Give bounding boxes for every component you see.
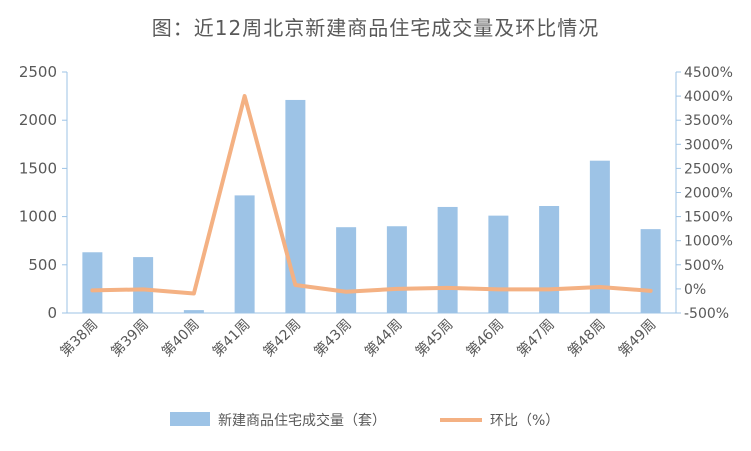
left-axis-tick-label: 2000	[19, 111, 57, 129]
chart-title: 图：近12周北京新建商品住宅成交量及环比情况	[151, 16, 600, 40]
line-point	[395, 287, 399, 291]
bar	[589, 160, 610, 313]
x-axis-tick-label: 第39周	[108, 316, 152, 360]
right-axis-tick-label: 1500%	[684, 210, 733, 226]
x-axis-tick-label: 第48周	[564, 316, 608, 360]
right-axis-tick-label: 4000%	[684, 89, 733, 105]
line-point	[547, 287, 551, 291]
bar	[539, 205, 560, 313]
right-axis-tick-label: 4500%	[684, 65, 733, 81]
right-axis-tick-label: 2000%	[684, 186, 733, 202]
line-point	[243, 94, 247, 98]
left-axis-tick-label: 0	[47, 304, 57, 322]
line-point	[496, 287, 500, 291]
x-axis-tick-label: 第49周	[615, 316, 659, 360]
bar	[82, 252, 103, 313]
bar	[437, 206, 458, 313]
right-axis-tick-label: 3500%	[684, 113, 733, 129]
bar	[488, 215, 509, 313]
bar	[386, 226, 407, 313]
left-axis-tick-label: 1500	[19, 159, 57, 177]
right-axis-tick-label: 500%	[684, 258, 724, 274]
line-point	[446, 286, 450, 290]
right-axis-tick-label: 3000%	[684, 137, 733, 153]
bar	[183, 310, 204, 313]
x-axis-tick-label: 第41周	[209, 316, 253, 360]
bar	[133, 257, 154, 313]
legend-label-bar: 新建商品住宅成交量（套）	[218, 412, 386, 429]
legend-swatch-bar	[170, 412, 210, 426]
left-axis-tick-label: 2500	[19, 63, 57, 81]
bar	[234, 195, 255, 313]
bar	[336, 227, 357, 313]
x-axis-tick-label: 第47周	[514, 316, 558, 360]
right-axis-tick-label: 0%	[684, 282, 706, 298]
right-axis-tick-label: -500%	[684, 306, 729, 322]
right-axis-tick-label: 2500%	[684, 161, 733, 177]
right-axis-tick-label: 1000%	[684, 234, 733, 250]
line-point	[90, 288, 94, 292]
x-axis-tick-label: 第40周	[158, 316, 202, 360]
left-axis-tick-label: 500	[28, 256, 57, 274]
x-axis-tick-label: 第38周	[57, 316, 101, 360]
legend-label-line: 环比（%）	[490, 413, 559, 429]
line-point	[192, 291, 196, 295]
line-point	[141, 287, 145, 291]
line-point	[344, 290, 348, 294]
line-point	[293, 283, 297, 287]
x-axis-tick-label: 第45周	[412, 316, 456, 360]
x-axis-tick-label: 第42周	[260, 316, 304, 360]
line-point	[598, 285, 602, 289]
line-point	[649, 289, 653, 293]
bar	[640, 229, 661, 313]
x-axis-tick-label: 第43周	[311, 316, 355, 360]
x-axis-tick-label: 第44周	[361, 316, 405, 360]
left-axis-tick-label: 1000	[19, 208, 57, 226]
series-line-mom	[90, 94, 653, 296]
x-axis-tick-label: 第46周	[463, 316, 507, 360]
